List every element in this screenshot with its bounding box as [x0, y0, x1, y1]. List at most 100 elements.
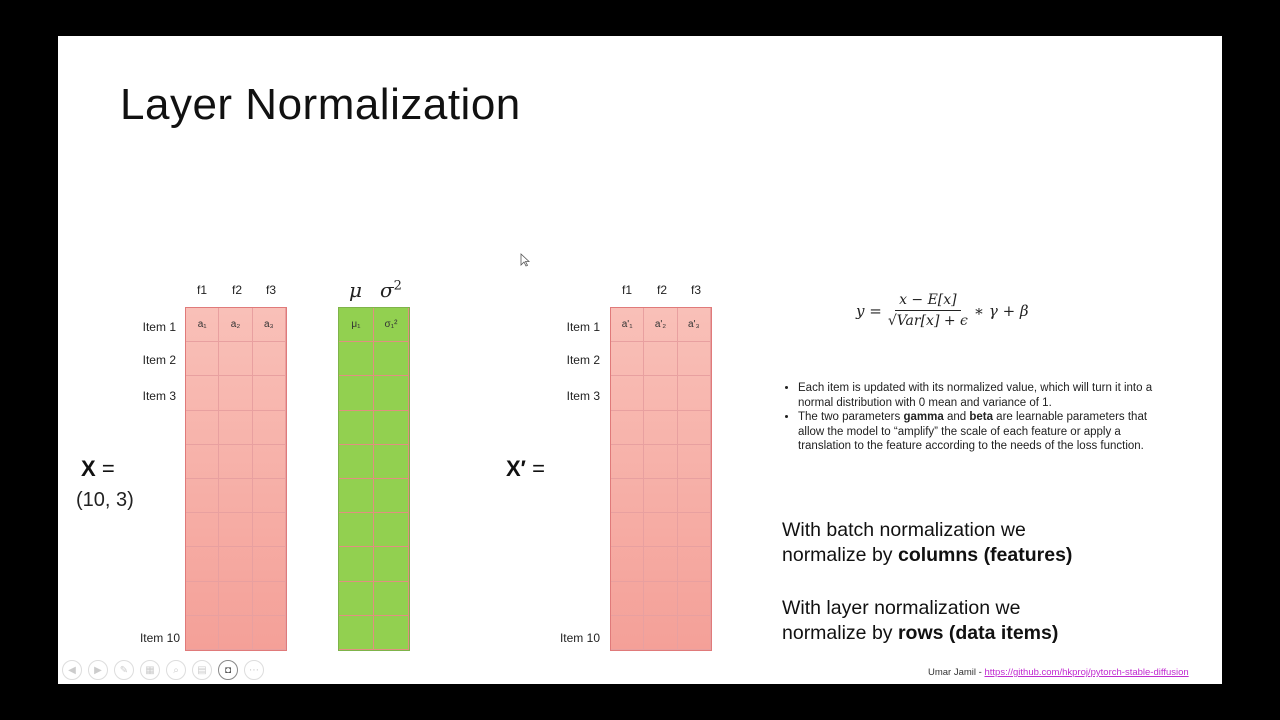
matrix-cell: [611, 513, 645, 548]
right-row-label-1: Item 1: [566, 320, 600, 334]
matrix-cell: [644, 615, 678, 650]
stats-cell-sigma1: σ₁²: [374, 308, 409, 343]
matrix-cell: [252, 444, 286, 479]
matrix-cell: [339, 615, 374, 650]
matrix-cell: [219, 376, 253, 411]
left-cell-a2: a₂: [219, 308, 253, 343]
more-icon[interactable]: ⋯: [244, 660, 264, 680]
matrix-cell: [374, 615, 409, 650]
layer-note-bold: rows (data items): [897, 622, 1059, 644]
matrix-cell: [219, 547, 253, 582]
slides-icon[interactable]: ▦: [140, 660, 160, 680]
matrix-cell: [644, 342, 678, 377]
left-row-label-3: Item 3: [142, 389, 176, 403]
pen-icon[interactable]: ✎: [114, 660, 134, 680]
matrix-cell: [644, 479, 678, 514]
matrix-cell: [677, 342, 711, 377]
footer-credit: Umar Jamil - https://github.com/hkproj/p…: [928, 667, 1189, 678]
camera-icon[interactable]: ◘: [218, 660, 238, 680]
bullet-gamma-beta: The two parameters gamma and beta are le…: [798, 410, 1154, 454]
right-row-label-10: Item 10: [559, 631, 600, 645]
matrix-cell: [186, 444, 220, 479]
matrix-cell: [374, 376, 409, 411]
matrix-cell: [677, 513, 711, 548]
next-icon[interactable]: ▶: [88, 660, 108, 680]
slide: Layer Normalization f1 f2 f3 Item 1 Item…: [58, 36, 1222, 684]
matrix-cell: [252, 479, 286, 514]
sigma-symbol: σ: [380, 278, 394, 302]
matrix-cell: [252, 376, 286, 411]
matrix-cell: [677, 547, 711, 582]
matrix-cell: [186, 581, 220, 616]
layer-note-pre: normalize by: [782, 622, 898, 644]
zoom-icon[interactable]: ⌕: [166, 660, 186, 680]
matrix-cell: [186, 342, 220, 377]
mouse-cursor-icon: [520, 253, 530, 267]
formula-rhs: ∗ γ + β: [973, 301, 1029, 320]
stats-cell-mu1: μ₁: [339, 308, 374, 343]
matrix-cell: [611, 342, 645, 377]
matrix-cell: [339, 376, 374, 411]
matrix-cell: [339, 342, 374, 377]
matrix-cell: [339, 581, 374, 616]
subtitles-icon[interactable]: ▤: [192, 660, 212, 680]
matrix-cell: [374, 479, 409, 514]
matrix-cell: [374, 444, 409, 479]
matrix-cell: [186, 547, 220, 582]
layer-note-line1: With layer normalization we: [782, 597, 1021, 619]
matrix-cell: [252, 410, 286, 445]
bullet2-text-pre: The two parameters: [798, 411, 904, 423]
matrix-cell: [611, 444, 645, 479]
matrix-cell: [339, 410, 374, 445]
left-col-header-f3: f3: [265, 283, 276, 297]
prev-icon[interactable]: ◀: [62, 660, 82, 680]
left-col-header-f2: f2: [231, 283, 242, 297]
left-matrix: a₁ a₂ a₃: [185, 307, 287, 651]
left-row-label-10: Item 10: [139, 631, 180, 645]
matrix-cell: [186, 479, 220, 514]
matrix-cell: [644, 547, 678, 582]
matrix-cell: [186, 410, 220, 445]
formula-lhs: y =: [856, 301, 882, 320]
matrix-cell: [611, 410, 645, 445]
formula-fraction: x − E[x] √Var[x] + ϵ: [888, 292, 968, 329]
matrix-cell: [644, 410, 678, 445]
right-cell-a2: a'₂: [644, 308, 678, 343]
right-row-label-2: Item 2: [566, 353, 600, 367]
matrix-cell: [611, 581, 645, 616]
matrix-cell: [677, 444, 711, 479]
presentation-toolbar: ◀ ▶ ✎ ▦ ⌕ ▤ ◘ ⋯: [62, 660, 264, 680]
left-cell-a1: a₁: [186, 308, 220, 343]
matrix-cell: [219, 479, 253, 514]
explanation-bullets: Each item is updated with its normalized…: [784, 381, 1154, 454]
layer-norm-note: With layer normalization we normalize by…: [782, 596, 1162, 646]
right-cell-a1: a'₁: [611, 308, 645, 343]
matrix-cell: [677, 376, 711, 411]
right-row-label-3: Item 3: [566, 389, 600, 403]
batch-note-bold: columns (features): [897, 544, 1073, 566]
right-matrix-label: X′ =: [506, 456, 545, 482]
left-col-header-f1: f1: [196, 283, 207, 297]
matrix-cell: [611, 547, 645, 582]
matrix-shape: (10, 3): [76, 489, 134, 511]
sigma-exponent: 2: [393, 278, 402, 294]
matrix-cell: [611, 615, 645, 650]
right-col-header-f2: f2: [656, 283, 667, 297]
matrix-cell: [677, 479, 711, 514]
matrix-cell: [677, 410, 711, 445]
footer-link[interactable]: https://github.com/hkproj/pytorch-stable…: [984, 667, 1189, 678]
bullet-normalization: Each item is updated with its normalized…: [798, 381, 1154, 410]
stats-matrix: μ₁ σ₁²: [338, 307, 410, 651]
right-cell-a3: a'₃: [677, 308, 711, 343]
formula-denominator: √Var[x] + ϵ: [887, 313, 968, 329]
matrix-cell: [186, 513, 220, 548]
matrix-cell: [252, 342, 286, 377]
left-matrix-label: X =: [81, 456, 115, 482]
matrix-cell: [677, 581, 711, 616]
equals-sign: =: [101, 456, 115, 481]
bullet2-beta: beta: [969, 411, 993, 423]
mu-header: μ: [349, 278, 362, 302]
left-cell-a3: a₃: [252, 308, 286, 343]
matrix-cell: [186, 376, 220, 411]
matrix-cell: [252, 547, 286, 582]
